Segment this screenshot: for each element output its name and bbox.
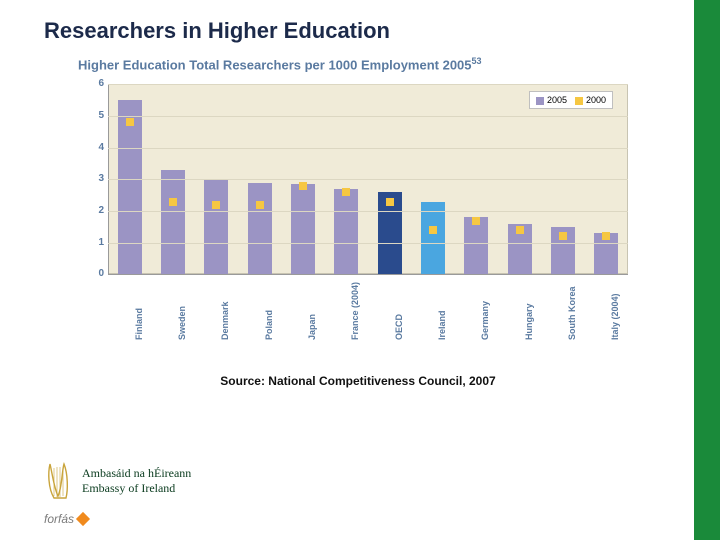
chart-title: Higher Education Total Researchers per 1… xyxy=(78,56,676,72)
forfas-logo: forfás xyxy=(44,512,191,526)
x-tick-label: Finland xyxy=(134,308,144,340)
marker-2000 xyxy=(472,217,480,225)
marker-2000 xyxy=(602,232,610,240)
x-tick-label: Hungary xyxy=(524,304,534,341)
gridline xyxy=(108,243,628,244)
bar-2005 xyxy=(291,184,315,274)
x-tick-label: Germany xyxy=(480,301,490,340)
forfas-text: forfás xyxy=(44,512,74,526)
marker-2000 xyxy=(212,201,220,209)
x-tick-label: Denmark xyxy=(220,302,230,341)
y-tick-label: 5 xyxy=(78,110,104,121)
harp-icon xyxy=(44,460,72,502)
gridline xyxy=(108,211,628,212)
footer: Ambasáid na hÉireann Embassy of Ireland … xyxy=(44,460,191,526)
slide-content: Researchers in Higher Education Higher E… xyxy=(0,0,720,388)
bar-2005 xyxy=(464,217,488,274)
y-tick-label: 0 xyxy=(78,268,104,279)
chart-title-text: Higher Education Total Researchers per 1… xyxy=(78,57,472,72)
gridline xyxy=(108,179,628,180)
marker-2000 xyxy=(342,188,350,196)
bar-2005 xyxy=(248,183,272,275)
marker-2000 xyxy=(386,198,394,206)
bar-2005 xyxy=(334,189,358,275)
right-accent-stripe xyxy=(694,0,720,540)
x-tick-label: France (2004) xyxy=(350,282,360,340)
bar-2005 xyxy=(204,179,228,274)
embassy-line-1: Ambasáid na hÉireann xyxy=(82,466,191,481)
bar-2005 xyxy=(421,202,445,275)
y-tick-label: 6 xyxy=(78,78,104,89)
x-tick-label: Ireland xyxy=(437,311,447,341)
gridline xyxy=(108,84,628,85)
x-tick-label: Poland xyxy=(264,310,274,340)
marker-2000 xyxy=(429,226,437,234)
x-axis xyxy=(108,274,628,275)
y-tick-label: 2 xyxy=(78,205,104,216)
x-tick-label: Japan xyxy=(307,314,317,340)
y-tick-label: 1 xyxy=(78,237,104,248)
y-tick-label: 4 xyxy=(78,142,104,153)
gridline xyxy=(108,148,628,149)
chart-title-sup: 53 xyxy=(472,56,482,66)
marker-2000 xyxy=(126,118,134,126)
y-tick-label: 3 xyxy=(78,173,104,184)
gridline xyxy=(108,116,628,117)
x-tick-label: Italy (2004) xyxy=(610,294,620,341)
marker-2000 xyxy=(299,182,307,190)
source-caption: Source: National Competitiveness Council… xyxy=(78,374,638,388)
marker-2000 xyxy=(169,198,177,206)
embassy-line-2: Embassy of Ireland xyxy=(82,481,191,496)
marker-2000 xyxy=(559,232,567,240)
marker-2000 xyxy=(516,226,524,234)
slide-title: Researchers in Higher Education xyxy=(44,18,676,44)
bar-2005 xyxy=(161,170,185,275)
bar-chart: 2005 2000 FinlandSwedenDenmarkPolandJapa… xyxy=(78,76,638,346)
x-tick-label: South Korea xyxy=(567,287,577,341)
x-labels-container: Finland Sweden Denmark Poland Japan France (2… xyxy=(108,278,628,344)
marker-2000 xyxy=(256,201,264,209)
x-tick-label: Sweden xyxy=(177,306,187,340)
diamond-icon xyxy=(76,512,90,526)
embassy-text: Ambasáid na hÉireann Embassy of Ireland xyxy=(82,466,191,496)
x-tick-label: OECD xyxy=(394,314,404,340)
embassy-block: Ambasáid na hÉireann Embassy of Ireland xyxy=(44,460,191,502)
